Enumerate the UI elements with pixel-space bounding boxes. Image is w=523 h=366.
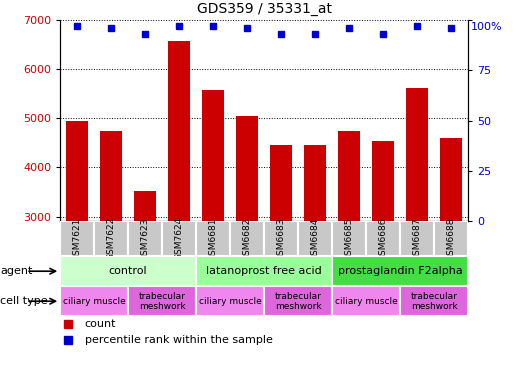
Text: trabecular
meshwork: trabecular meshwork bbox=[411, 291, 458, 311]
Bar bbox=[236, 116, 258, 364]
Bar bbox=[196, 256, 332, 286]
Bar bbox=[264, 286, 332, 316]
Text: trabecular
meshwork: trabecular meshwork bbox=[139, 291, 186, 311]
Bar bbox=[264, 221, 298, 256]
Bar bbox=[202, 90, 224, 364]
Text: GSM6686: GSM6686 bbox=[379, 217, 388, 261]
Text: control: control bbox=[109, 266, 147, 276]
Bar bbox=[60, 256, 196, 286]
Text: GSM7622: GSM7622 bbox=[107, 217, 116, 261]
Text: latanoprost free acid: latanoprost free acid bbox=[206, 266, 322, 276]
Bar bbox=[332, 256, 468, 286]
Text: count: count bbox=[85, 319, 116, 329]
Bar bbox=[434, 221, 468, 256]
Text: ciliary muscle: ciliary muscle bbox=[199, 297, 262, 306]
Bar bbox=[298, 221, 332, 256]
Bar bbox=[128, 286, 196, 316]
Text: GSM6683: GSM6683 bbox=[277, 217, 286, 261]
Bar bbox=[196, 221, 230, 256]
Text: GSM7621: GSM7621 bbox=[73, 217, 82, 261]
Bar bbox=[60, 221, 94, 256]
Text: GSM6681: GSM6681 bbox=[209, 217, 218, 261]
Text: GSM7624: GSM7624 bbox=[175, 217, 184, 261]
Bar bbox=[332, 286, 400, 316]
Bar bbox=[304, 145, 326, 364]
Text: GSM7623: GSM7623 bbox=[141, 217, 150, 261]
Text: ciliary muscle: ciliary muscle bbox=[63, 297, 126, 306]
Bar bbox=[406, 88, 428, 364]
Bar bbox=[100, 131, 122, 364]
Bar bbox=[440, 138, 462, 364]
Text: agent: agent bbox=[0, 266, 32, 276]
Bar bbox=[338, 131, 360, 364]
Bar bbox=[66, 121, 88, 364]
Text: GSM6685: GSM6685 bbox=[345, 217, 354, 261]
Title: GDS359 / 35331_at: GDS359 / 35331_at bbox=[197, 2, 332, 16]
Bar bbox=[60, 286, 128, 316]
Text: 100%: 100% bbox=[471, 22, 502, 32]
Bar bbox=[270, 145, 292, 364]
Text: GSM6687: GSM6687 bbox=[413, 217, 422, 261]
Text: prostaglandin F2alpha: prostaglandin F2alpha bbox=[338, 266, 462, 276]
Bar bbox=[230, 221, 264, 256]
Text: cell type: cell type bbox=[0, 296, 48, 306]
Text: trabecular
meshwork: trabecular meshwork bbox=[275, 291, 322, 311]
Bar bbox=[94, 221, 128, 256]
Bar bbox=[128, 221, 162, 256]
Text: GSM6682: GSM6682 bbox=[243, 217, 252, 261]
Bar bbox=[168, 41, 190, 364]
Text: GSM6684: GSM6684 bbox=[311, 217, 320, 261]
Bar bbox=[400, 286, 468, 316]
Bar bbox=[134, 191, 156, 364]
Text: ciliary muscle: ciliary muscle bbox=[335, 297, 397, 306]
Bar bbox=[332, 221, 366, 256]
Bar bbox=[400, 221, 434, 256]
Bar bbox=[162, 221, 196, 256]
Bar bbox=[196, 286, 264, 316]
Bar bbox=[372, 141, 394, 364]
Text: GSM6688: GSM6688 bbox=[447, 217, 456, 261]
Bar bbox=[366, 221, 400, 256]
Text: percentile rank within the sample: percentile rank within the sample bbox=[85, 335, 272, 344]
